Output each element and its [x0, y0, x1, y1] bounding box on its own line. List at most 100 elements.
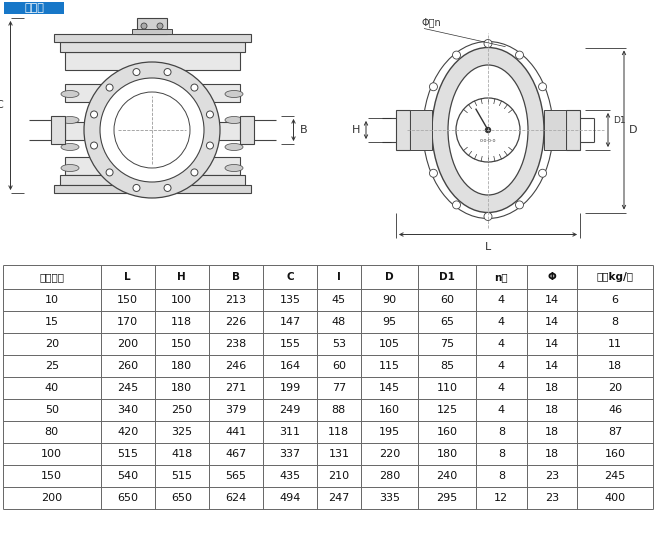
Text: 6: 6: [611, 295, 619, 305]
Text: 260: 260: [117, 361, 138, 371]
Bar: [60, 42, 245, 52]
Text: 131: 131: [329, 449, 350, 459]
Text: 23: 23: [545, 471, 559, 481]
Text: L: L: [485, 242, 491, 252]
Text: 494: 494: [279, 493, 300, 503]
Circle shape: [485, 128, 491, 133]
Text: B: B: [300, 125, 307, 135]
Text: 441: 441: [225, 427, 247, 437]
Text: 4: 4: [498, 339, 505, 349]
Text: 公称通径: 公称通径: [39, 272, 64, 282]
Circle shape: [133, 185, 140, 191]
Text: 565: 565: [226, 471, 247, 481]
Text: 4: 4: [498, 295, 505, 305]
Text: 65: 65: [440, 317, 454, 327]
Text: 23: 23: [545, 493, 559, 503]
Text: 重量kg/台: 重量kg/台: [596, 272, 634, 282]
Text: 25: 25: [45, 361, 59, 371]
Circle shape: [453, 201, 461, 209]
Text: D: D: [629, 125, 638, 135]
Text: 213: 213: [226, 295, 247, 305]
Text: 624: 624: [225, 493, 247, 503]
Circle shape: [106, 169, 113, 176]
Text: 337: 337: [279, 449, 300, 459]
Text: 11: 11: [608, 339, 622, 349]
Text: 80: 80: [45, 427, 59, 437]
Bar: [4, 2, 64, 14]
Text: 170: 170: [117, 317, 138, 327]
Circle shape: [191, 169, 198, 176]
Text: 118: 118: [171, 317, 192, 327]
Ellipse shape: [61, 164, 79, 172]
Circle shape: [484, 213, 492, 220]
Text: 226: 226: [225, 317, 247, 327]
Text: o·o·o·o: o·o·o·o: [480, 138, 496, 142]
Text: 4: 4: [498, 405, 505, 415]
Text: 135: 135: [279, 295, 300, 305]
Text: 88: 88: [332, 405, 346, 415]
Text: 53: 53: [332, 339, 346, 349]
Bar: [3, 265, 653, 509]
Text: H: H: [177, 272, 186, 282]
Circle shape: [539, 83, 546, 91]
Text: 105: 105: [379, 339, 400, 349]
Text: 180: 180: [171, 383, 192, 393]
Text: 150: 150: [41, 471, 62, 481]
Text: 400: 400: [605, 493, 626, 503]
Text: 20: 20: [608, 383, 622, 393]
Text: 199: 199: [279, 383, 300, 393]
Circle shape: [91, 111, 98, 118]
Text: 77: 77: [332, 383, 346, 393]
Ellipse shape: [225, 164, 243, 172]
Text: 18: 18: [545, 405, 559, 415]
Circle shape: [207, 142, 213, 149]
Text: 8: 8: [498, 471, 505, 481]
Text: 110: 110: [437, 383, 458, 393]
Text: 540: 540: [117, 471, 138, 481]
Text: 铸铁型: 铸铁型: [24, 3, 44, 13]
Text: 340: 340: [117, 405, 138, 415]
Text: 147: 147: [279, 317, 300, 327]
Text: 515: 515: [171, 471, 192, 481]
Text: 195: 195: [379, 427, 400, 437]
Text: 8: 8: [498, 427, 505, 437]
Text: 4: 4: [498, 361, 505, 371]
Bar: [54, 185, 251, 193]
Bar: [64, 157, 239, 175]
Text: 18: 18: [545, 383, 559, 393]
Text: 4: 4: [498, 383, 505, 393]
Text: 515: 515: [117, 449, 138, 459]
Text: 245: 245: [117, 383, 138, 393]
Bar: [132, 29, 172, 34]
Circle shape: [539, 169, 546, 177]
Circle shape: [191, 84, 198, 91]
Polygon shape: [544, 110, 566, 150]
Text: 115: 115: [379, 361, 400, 371]
Ellipse shape: [225, 90, 243, 98]
Text: 8: 8: [498, 449, 505, 459]
Text: 155: 155: [279, 339, 300, 349]
Text: 20: 20: [45, 339, 59, 349]
Text: 150: 150: [117, 295, 138, 305]
Circle shape: [84, 62, 220, 198]
Circle shape: [421, 126, 429, 134]
Circle shape: [430, 169, 438, 177]
Circle shape: [547, 126, 555, 134]
Text: Φ: Φ: [548, 272, 556, 282]
Text: 12: 12: [494, 493, 508, 503]
Text: 48: 48: [332, 317, 346, 327]
Text: 40: 40: [45, 383, 59, 393]
Ellipse shape: [448, 65, 528, 195]
Text: D1: D1: [613, 116, 626, 125]
Text: Φ－n: Φ－n: [422, 18, 441, 27]
Text: 90: 90: [382, 295, 396, 305]
Circle shape: [141, 23, 147, 29]
Text: 200: 200: [117, 339, 138, 349]
Text: 238: 238: [225, 339, 247, 349]
Ellipse shape: [432, 48, 544, 213]
Text: 467: 467: [225, 449, 247, 459]
Text: 220: 220: [379, 449, 400, 459]
Circle shape: [106, 84, 113, 91]
Text: 200: 200: [41, 493, 62, 503]
Text: n个: n个: [495, 272, 508, 282]
